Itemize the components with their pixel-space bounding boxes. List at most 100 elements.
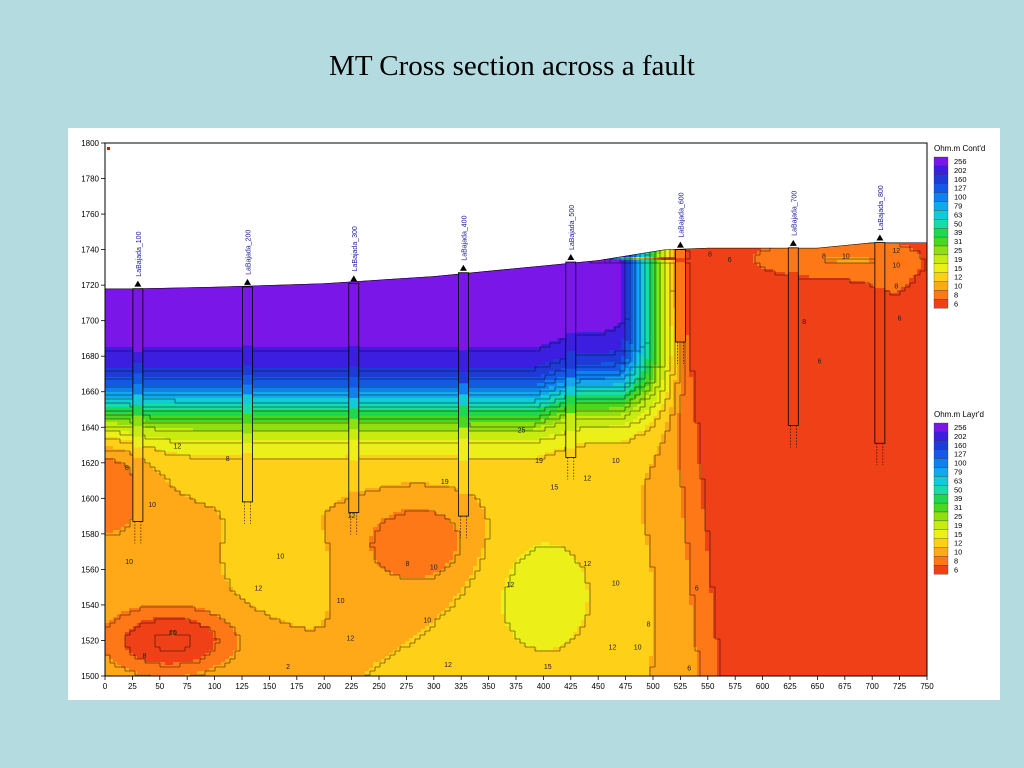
legend-swatch: [933, 156, 949, 167]
x-tick-label: 100: [208, 682, 222, 691]
contour-label: 8: [708, 252, 712, 259]
legend-label: 100: [954, 193, 967, 202]
resistivity-cross-section-figure: 8 10 12 10 10 12 10 8 12 10 12 12 10 12 15 19 25 19 15 12 10…: [68, 128, 1000, 700]
legend-swatch: [933, 228, 949, 238]
contour-label: 2: [286, 664, 290, 671]
x-tick-label: 600: [756, 682, 770, 691]
well-label: LaBajada_300: [352, 226, 359, 271]
legend-swatch: [933, 485, 949, 495]
legend-label: 39: [954, 494, 962, 503]
legend-label: 79: [954, 202, 962, 211]
legend-title: Ohm.m Layr'd: [934, 410, 984, 419]
contour-label: 8: [226, 456, 230, 463]
legend-swatch: [933, 520, 949, 530]
contour-label: 10: [612, 458, 620, 465]
x-tick-label: 550: [701, 682, 715, 691]
contour-label: 12: [173, 444, 181, 451]
x-tick-label: 225: [345, 682, 359, 691]
legend-swatch: [933, 422, 949, 433]
contour-label: 19: [535, 458, 543, 465]
contour-label: 12: [255, 586, 263, 593]
x-tick-label: 575: [729, 682, 743, 691]
well-log: [787, 247, 799, 426]
well-marker-icon: [350, 275, 358, 282]
x-tick-label: 150: [263, 682, 277, 691]
legend-swatch: [933, 183, 949, 193]
contour-label: 6: [898, 316, 902, 323]
well-label: LaBajada_500: [569, 205, 576, 250]
x-tick-label: 250: [372, 682, 386, 691]
legend-swatch: [933, 538, 949, 548]
well-label: LaBajada_100: [136, 231, 143, 276]
well-marker-icon: [459, 264, 467, 271]
contour-label: 6: [687, 666, 691, 673]
well-labajada-600: LaBajada_600: [675, 192, 686, 364]
y-tick-label: 1620: [81, 459, 99, 468]
legend-swatch: [933, 192, 949, 202]
x-tick-label: 475: [619, 682, 633, 691]
contour-label: 8: [822, 253, 826, 260]
legend-label: 202: [954, 166, 967, 175]
legend-swatch: [933, 263, 949, 273]
contour-label: 12: [583, 561, 591, 568]
y-axis: 1500 1520 1540 1560 1580 1600 1620 1640 1660 1680…: [81, 139, 105, 681]
x-tick-label: 525: [674, 682, 688, 691]
well-marker-icon: [876, 234, 884, 241]
contour-label: 12: [444, 662, 452, 669]
well-marker-icon: [243, 278, 251, 285]
x-tick-label: 275: [400, 682, 414, 691]
contour-label: 8: [894, 284, 898, 291]
x-tick-label: 450: [592, 682, 606, 691]
well-log: [565, 261, 577, 458]
contour-label: 10: [337, 598, 345, 605]
contour-label: 10: [276, 554, 284, 561]
y-tick-label: 1600: [81, 494, 99, 503]
contour-label: 12: [507, 582, 515, 589]
well-log: [132, 288, 144, 522]
x-tick-label: 325: [455, 682, 469, 691]
x-tick-label: 350: [482, 682, 496, 691]
legend-label: 25: [954, 246, 962, 255]
legend-swatch: [933, 210, 949, 220]
y-tick-label: 1800: [81, 139, 99, 148]
x-tick-label: 400: [537, 682, 551, 691]
legend-label: 256: [954, 157, 967, 166]
x-tick-label: 375: [509, 682, 523, 691]
contour-label: 6: [728, 257, 732, 264]
legend-swatch: [933, 467, 949, 477]
contour-label: 12: [347, 635, 355, 642]
y-tick-label: 1720: [81, 281, 99, 290]
well-labajada-100: LaBajada_100: [132, 231, 144, 544]
legend-label: 63: [954, 476, 962, 485]
x-tick-label: 200: [318, 682, 332, 691]
x-axis: 0 25 50 75 100 125 150 175 200 225 250 275 300 325 350…: [103, 147, 934, 691]
legend-label: 50: [954, 485, 962, 494]
well-log: [457, 272, 469, 517]
legend-label: 202: [954, 432, 967, 441]
legend-swatch: [933, 565, 949, 575]
legend-label: 39: [954, 228, 962, 237]
contour-label: 8: [125, 465, 129, 472]
well-marker-icon: [676, 241, 684, 248]
legend-label: 15: [954, 264, 962, 273]
contour-label: 8: [406, 561, 410, 568]
legend-label: 10: [954, 548, 962, 557]
y-tick-label: 1540: [81, 601, 99, 610]
contour-label: 15: [550, 484, 558, 491]
well-log: [675, 249, 686, 343]
x-tick-label: 625: [783, 682, 797, 691]
legend-swatch: [933, 449, 949, 459]
legend-swatch: [933, 299, 949, 309]
legend-swatch: [933, 281, 949, 291]
legend-swatch: [933, 547, 949, 557]
legend-label: 79: [954, 468, 962, 477]
well-logs: LaBajada_100 LaBajada_200 LaBajada_300 LaBa…: [132, 185, 886, 544]
legend-label: 12: [954, 273, 962, 282]
contour-label: 10: [430, 564, 438, 571]
contour-label: 6: [695, 586, 699, 593]
y-tick-label: 1660: [81, 388, 99, 397]
y-tick-label: 1760: [81, 210, 99, 219]
y-tick-label: 1640: [81, 423, 99, 432]
x-tick-label: 650: [811, 682, 825, 691]
legend-label: 160: [954, 441, 967, 450]
